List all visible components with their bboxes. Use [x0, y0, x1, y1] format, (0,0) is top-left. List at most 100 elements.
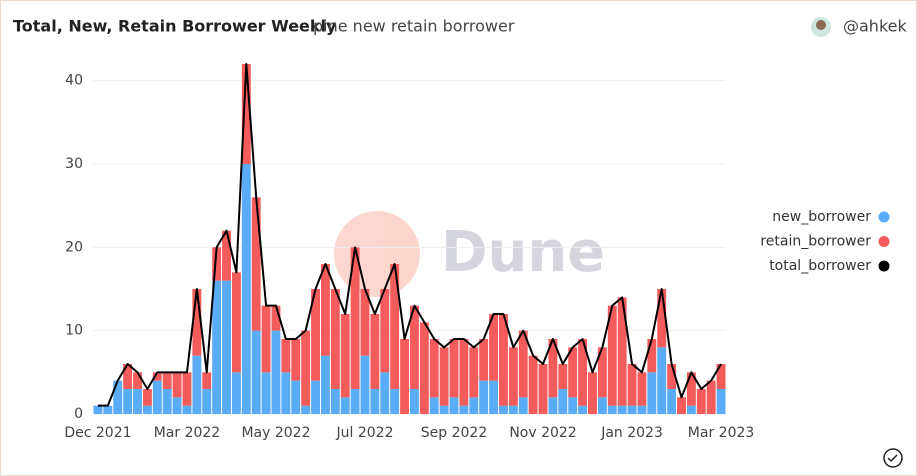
bar	[409, 305, 419, 389]
bar	[518, 397, 528, 414]
y-tick-label: 30	[65, 156, 83, 172]
bar	[479, 380, 489, 414]
bar	[360, 355, 370, 414]
line	[97, 63, 722, 407]
bar	[479, 339, 489, 381]
bar	[271, 305, 281, 331]
bar	[113, 380, 123, 414]
bar	[667, 389, 677, 414]
bar	[489, 314, 499, 381]
bar	[459, 339, 469, 406]
bar	[271, 330, 281, 414]
bar	[390, 389, 400, 414]
bar	[152, 380, 162, 414]
bar	[558, 364, 568, 389]
y-tick-label: 40	[65, 73, 83, 89]
bar	[400, 339, 410, 414]
bar	[152, 372, 162, 381]
bar	[499, 314, 508, 406]
bar	[607, 405, 617, 414]
bar	[409, 389, 419, 414]
bar	[340, 314, 350, 398]
bar	[370, 389, 380, 414]
bar	[429, 339, 439, 398]
legend-label: new_borrower	[772, 209, 871, 225]
bar	[686, 405, 696, 414]
bar	[390, 264, 400, 389]
bar	[182, 405, 192, 414]
bar	[617, 405, 627, 414]
bar	[330, 389, 340, 414]
bar	[231, 372, 241, 414]
bar	[103, 405, 113, 414]
bar	[617, 297, 627, 406]
bar	[162, 389, 172, 414]
bar	[123, 389, 133, 414]
chart-title: Total, New, Retain Borrower Weekly	[13, 17, 337, 36]
bar	[597, 347, 607, 398]
bar	[469, 397, 479, 414]
bar	[340, 397, 350, 414]
bar	[706, 380, 716, 414]
status-check	[887, 454, 898, 463]
watermark-logo	[334, 211, 420, 297]
bar	[241, 164, 251, 414]
bar	[449, 397, 459, 414]
author: @ahkek	[843, 17, 907, 36]
bar	[439, 347, 449, 406]
x-tick-label: Nov 2022	[509, 425, 576, 441]
bar	[518, 330, 528, 398]
y-tick-label: 10	[65, 323, 83, 339]
bar	[637, 372, 647, 406]
legend-label: retain_borrower	[760, 234, 871, 250]
bar	[162, 372, 172, 389]
bar	[241, 64, 251, 164]
bar	[202, 389, 212, 414]
bar	[123, 364, 133, 389]
bar	[657, 347, 667, 414]
x-tick-label: Jul 2022	[336, 425, 394, 441]
bar	[281, 372, 291, 414]
bar	[429, 397, 439, 414]
bar	[439, 405, 449, 414]
y-tick-label: 20	[65, 239, 83, 255]
bar	[360, 289, 370, 356]
x-tick-label: May 2022	[241, 425, 310, 441]
bar	[261, 305, 271, 373]
bar	[133, 372, 142, 389]
bar	[222, 230, 231, 281]
bar	[380, 372, 390, 414]
x-tick-label: Mar 2023	[688, 425, 755, 441]
bar	[548, 397, 558, 414]
bar	[93, 405, 103, 414]
bar	[667, 364, 677, 389]
bar	[716, 364, 726, 389]
chart-subtitle: pine new retain borrower	[313, 17, 515, 36]
bar	[647, 372, 657, 414]
bar	[370, 314, 380, 389]
bar	[607, 305, 617, 406]
watermark-text: Dune	[441, 220, 605, 285]
bar	[311, 380, 320, 414]
bar	[499, 405, 508, 414]
bar	[222, 280, 231, 414]
y-tick-label: 0	[74, 406, 83, 422]
legend-swatch	[878, 260, 890, 272]
legend-swatch	[878, 236, 890, 247]
bar	[172, 372, 182, 398]
bar	[459, 405, 469, 414]
bar	[142, 389, 152, 406]
bar	[627, 405, 637, 414]
bar	[568, 397, 578, 414]
watermark: Dune	[334, 211, 605, 297]
bar	[449, 339, 459, 398]
bar	[508, 347, 518, 406]
bar	[172, 397, 182, 414]
bar	[291, 339, 301, 381]
bar	[142, 405, 152, 414]
bar	[686, 372, 696, 406]
x-tick-label: Sep 2022	[421, 425, 487, 441]
bar	[578, 339, 588, 406]
bar	[231, 272, 241, 373]
